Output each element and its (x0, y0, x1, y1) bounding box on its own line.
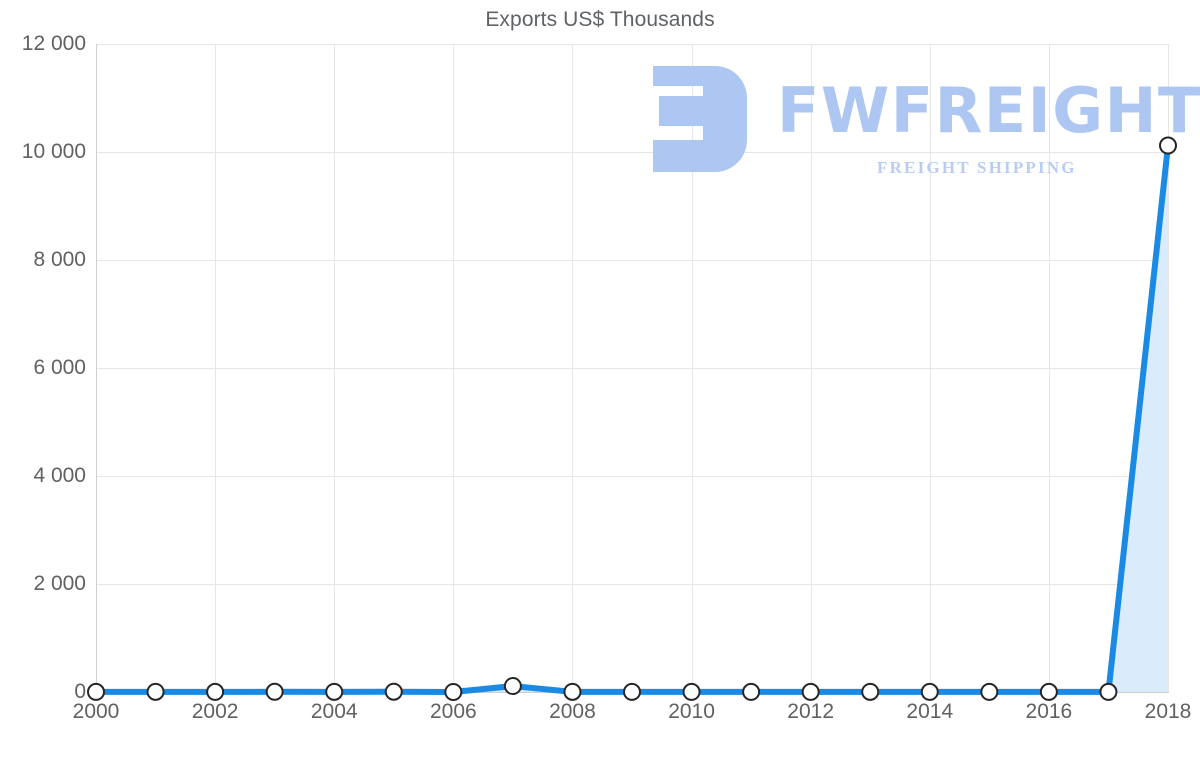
gridline-vertical (691, 44, 693, 692)
plot-area (96, 44, 1169, 693)
y-axis-tick-label: 10 000 (21, 140, 86, 163)
y-axis-tick-label: 6 000 (33, 356, 86, 379)
y-axis-tick-label: 4 000 (33, 464, 86, 487)
gridline-horizontal (96, 476, 1168, 477)
gridline-vertical (1168, 44, 1169, 692)
gridline-horizontal (96, 584, 1168, 585)
x-axis-tick-label: 2008 (549, 700, 596, 723)
x-axis-tick-label: 2018 (1144, 700, 1192, 723)
x-axis-tick-label: 2016 (1025, 700, 1073, 723)
x-axis-tick-label: 2006 (429, 700, 477, 723)
x-axis-tick-label: 2012 (787, 700, 835, 723)
y-axis-tick-label: 8 000 (33, 248, 86, 271)
gridline-vertical (572, 44, 574, 692)
gridline-vertical (1048, 44, 1050, 692)
x-axis-tick-label: 2014 (906, 700, 954, 723)
gridline-vertical (215, 44, 217, 692)
gridline-vertical (453, 44, 455, 692)
x-axis-tick-label: 2004 (310, 700, 358, 723)
gridline-vertical (810, 44, 812, 692)
gridline-vertical (334, 44, 336, 692)
x-axis-line (96, 692, 1169, 693)
gridline-horizontal (96, 44, 1168, 45)
gridline-horizontal (96, 260, 1168, 261)
x-axis-tick-label: 2000 (72, 700, 120, 723)
gridline-horizontal (96, 152, 1168, 153)
x-axis-tick-label: 2002 (191, 700, 239, 723)
y-axis-tick-label: 0 (74, 680, 86, 703)
y-axis-tick-label: 2 000 (33, 572, 86, 595)
y-axis-tick-label: 12 000 (21, 32, 86, 55)
y-axis-tick-labels: 0 2 000 4 000 6 000 8 000 10 000 12 000 (0, 0, 86, 763)
gridline-horizontal (96, 368, 1168, 369)
gridline-vertical (929, 44, 931, 692)
y-axis-line (96, 44, 97, 693)
x-axis-tick-label: 2010 (668, 700, 715, 723)
chart-title: Exports US$ Thousands (485, 8, 715, 31)
